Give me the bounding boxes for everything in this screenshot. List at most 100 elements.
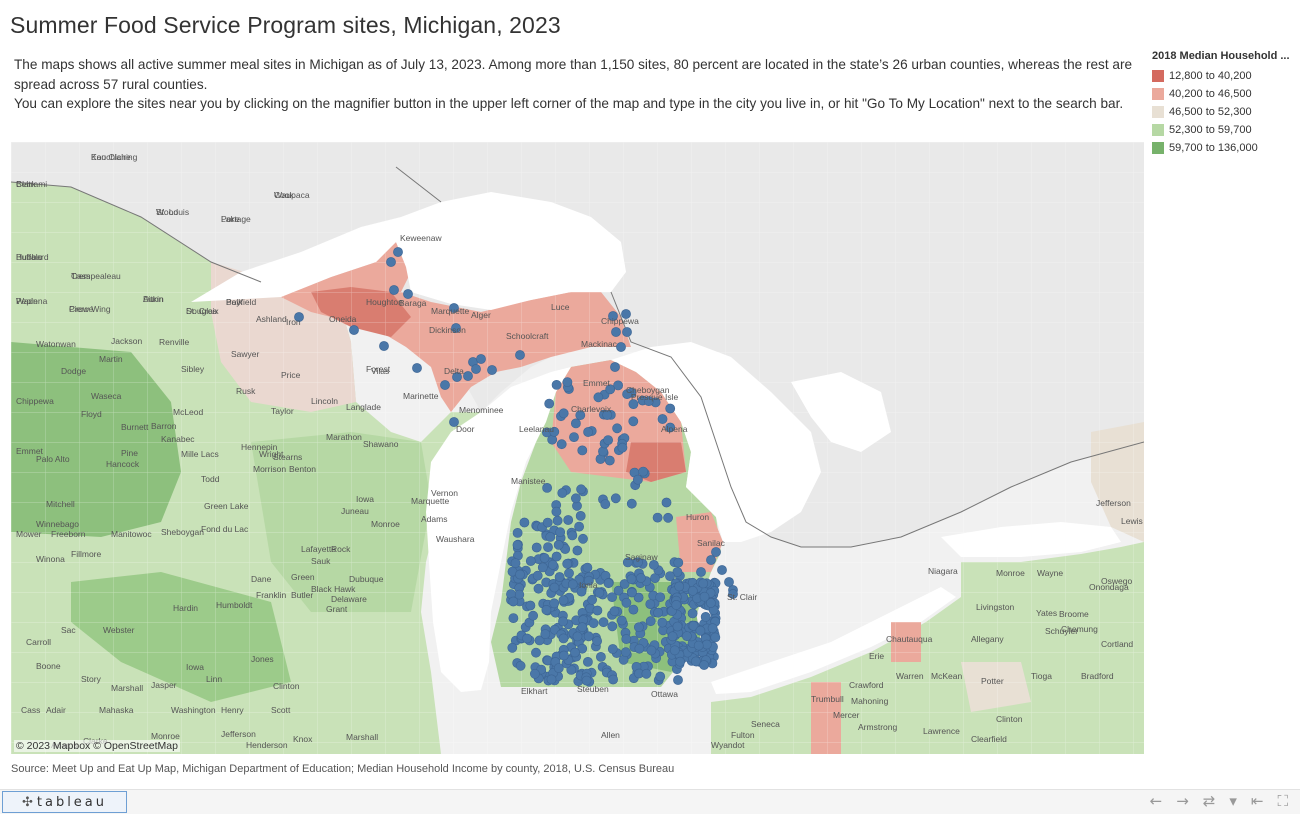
- legend[interactable]: 2018 Median Household ... 12,800 to 40,2…: [1152, 50, 1292, 157]
- site-marker[interactable]: [655, 671, 666, 682]
- site-marker[interactable]: [558, 595, 569, 606]
- site-marker[interactable]: [628, 604, 639, 615]
- site-marker[interactable]: [653, 607, 663, 618]
- site-marker[interactable]: [710, 632, 721, 643]
- site-marker[interactable]: [699, 591, 710, 602]
- site-marker[interactable]: [687, 608, 698, 619]
- site-marker[interactable]: [559, 650, 569, 661]
- site-marker[interactable]: [706, 555, 716, 565]
- site-marker[interactable]: [563, 515, 574, 525]
- site-marker[interactable]: [549, 598, 560, 609]
- site-marker[interactable]: [696, 567, 706, 577]
- revert-icon[interactable]: ⇄: [1202, 792, 1216, 810]
- site-marker[interactable]: [546, 674, 557, 685]
- site-marker[interactable]: [652, 512, 663, 523]
- site-marker[interactable]: [558, 616, 568, 627]
- map[interactable]: Koochiching Beltrami St. Louis Lake Cook Cass…: [11, 142, 1144, 754]
- site-marker[interactable]: [621, 634, 632, 644]
- undo-icon[interactable]: ←: [1149, 792, 1163, 810]
- site-marker[interactable]: [515, 350, 525, 360]
- site-marker[interactable]: [617, 442, 628, 453]
- site-marker[interactable]: [613, 380, 623, 391]
- site-marker[interactable]: [612, 423, 622, 434]
- site-marker[interactable]: [700, 611, 711, 622]
- site-marker[interactable]: [665, 571, 675, 581]
- site-markers[interactable]: [294, 247, 738, 687]
- site-marker[interactable]: [583, 631, 594, 642]
- site-marker[interactable]: [452, 372, 462, 382]
- site-marker[interactable]: [633, 474, 643, 485]
- site-marker[interactable]: [562, 377, 573, 387]
- site-marker[interactable]: [549, 426, 560, 437]
- site-marker[interactable]: [608, 674, 618, 685]
- site-marker[interactable]: [556, 439, 567, 450]
- site-marker[interactable]: [633, 557, 643, 568]
- site-marker[interactable]: [663, 512, 673, 523]
- site-marker[interactable]: [582, 562, 593, 573]
- site-marker[interactable]: [569, 432, 579, 442]
- site-marker[interactable]: [512, 540, 523, 550]
- site-marker[interactable]: [570, 647, 580, 658]
- site-marker[interactable]: [607, 592, 617, 602]
- site-marker[interactable]: [412, 363, 422, 373]
- site-marker[interactable]: [613, 585, 624, 596]
- site-marker[interactable]: [515, 569, 525, 580]
- site-marker[interactable]: [616, 615, 627, 626]
- site-marker[interactable]: [533, 583, 544, 594]
- site-marker[interactable]: [449, 303, 459, 313]
- site-marker[interactable]: [545, 531, 556, 542]
- site-marker[interactable]: [583, 657, 593, 667]
- site-marker[interactable]: [672, 567, 683, 577]
- site-marker[interactable]: [389, 285, 399, 295]
- site-marker[interactable]: [622, 557, 633, 568]
- site-marker[interactable]: [487, 365, 497, 375]
- site-marker[interactable]: [531, 542, 542, 553]
- site-marker[interactable]: [572, 545, 583, 556]
- site-marker[interactable]: [294, 312, 304, 322]
- site-marker[interactable]: [575, 410, 586, 420]
- site-marker[interactable]: [673, 557, 684, 568]
- site-marker[interactable]: [628, 416, 639, 427]
- site-marker[interactable]: [552, 515, 563, 526]
- site-marker[interactable]: [621, 597, 632, 608]
- site-marker[interactable]: [507, 642, 518, 653]
- site-marker[interactable]: [724, 577, 734, 587]
- site-marker[interactable]: [519, 517, 530, 528]
- site-marker[interactable]: [699, 660, 709, 670]
- site-marker[interactable]: [669, 645, 680, 656]
- site-marker[interactable]: [587, 594, 597, 605]
- site-marker[interactable]: [451, 323, 461, 333]
- site-marker[interactable]: [562, 558, 573, 569]
- site-marker[interactable]: [610, 493, 621, 504]
- site-marker[interactable]: [542, 517, 553, 528]
- site-marker[interactable]: [645, 599, 656, 609]
- site-marker[interactable]: [667, 631, 678, 642]
- site-marker[interactable]: [583, 427, 593, 437]
- site-marker[interactable]: [633, 592, 644, 603]
- site-marker[interactable]: [655, 592, 666, 602]
- site-marker[interactable]: [572, 631, 583, 642]
- site-marker[interactable]: [622, 327, 632, 337]
- site-marker[interactable]: [553, 663, 564, 673]
- dropdown-icon[interactable]: ▾: [1229, 792, 1237, 810]
- site-marker[interactable]: [598, 446, 608, 457]
- site-marker[interactable]: [657, 414, 668, 424]
- site-marker[interactable]: [646, 645, 657, 656]
- site-marker[interactable]: [542, 482, 552, 493]
- site-marker[interactable]: [621, 309, 631, 319]
- site-marker[interactable]: [554, 572, 565, 582]
- site-marker[interactable]: [571, 418, 581, 429]
- site-marker[interactable]: [605, 384, 616, 395]
- site-marker[interactable]: [558, 408, 569, 419]
- site-marker[interactable]: [508, 596, 519, 607]
- site-marker[interactable]: [698, 578, 709, 589]
- site-marker[interactable]: [555, 527, 566, 537]
- site-marker[interactable]: [403, 289, 413, 299]
- site-marker[interactable]: [634, 643, 645, 654]
- site-marker[interactable]: [577, 445, 588, 456]
- site-marker[interactable]: [564, 568, 574, 579]
- site-marker[interactable]: [581, 675, 592, 686]
- site-marker[interactable]: [728, 589, 738, 599]
- site-marker[interactable]: [626, 498, 637, 509]
- site-marker[interactable]: [634, 622, 644, 633]
